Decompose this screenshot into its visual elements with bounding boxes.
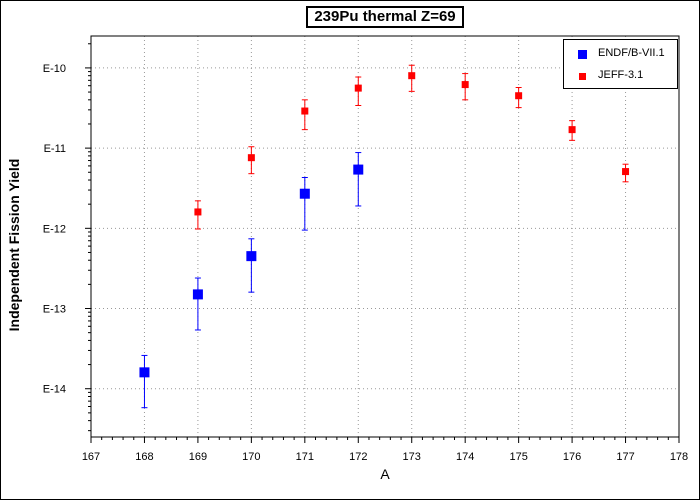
- x-tick-label: 172: [349, 451, 367, 463]
- x-tick-label: 173: [403, 451, 421, 463]
- chart-title: 239Pu thermal Z=69: [306, 6, 464, 28]
- y-tick-label: E-10: [43, 63, 66, 75]
- plot-border: [90, 35, 680, 438]
- data-point-series-1: [301, 107, 309, 115]
- legend-label-series-1: JEFF-3.1: [598, 69, 644, 81]
- data-point-series-0: [246, 251, 257, 262]
- x-tick-label: 176: [563, 451, 581, 463]
- x-tick-label: 177: [616, 451, 634, 463]
- legend-item-series-0: ENDF/B-VII.1: [564, 46, 677, 62]
- legend-swatch-series-1: [579, 73, 586, 80]
- x-tick-label: 168: [135, 451, 153, 463]
- legend-swatch-series-0: [578, 50, 587, 59]
- x-tick-label: 171: [296, 451, 314, 463]
- y-axis-label: Independent Fission Yield: [6, 158, 22, 332]
- data-point-series-1: [354, 84, 362, 92]
- x-tick-label: 175: [509, 451, 527, 463]
- y-tick-label: E-12: [43, 223, 66, 235]
- x-axis-label: A: [380, 466, 390, 482]
- legend-item-series-1: JEFF-3.1: [564, 68, 677, 84]
- y-tick-label: E-13: [43, 304, 66, 316]
- data-point-series-1: [247, 154, 255, 162]
- data-point-series-1: [568, 126, 576, 134]
- data-point-series-1: [622, 168, 630, 176]
- legend: ENDF/B-VII.1 JEFF-3.1: [563, 39, 678, 89]
- data-point-series-0: [299, 188, 310, 199]
- x-tick-label: 174: [456, 451, 474, 463]
- data-point-series-0: [353, 164, 364, 175]
- data-point-series-1: [461, 81, 469, 89]
- x-tick-label: 170: [242, 451, 260, 463]
- data-point-series-0: [192, 289, 203, 300]
- x-tick-label: 169: [189, 451, 207, 463]
- x-tick-label: 178: [670, 451, 688, 463]
- x-tick-label: 167: [82, 451, 100, 463]
- data-point-series-1: [515, 92, 523, 100]
- data-point-series-1: [194, 208, 202, 216]
- y-tick-label: E-11: [44, 143, 66, 155]
- y-tick-label: E-14: [43, 384, 66, 396]
- legend-label-series-0: ENDF/B-VII.1: [598, 47, 665, 59]
- data-point-series-0: [139, 367, 150, 378]
- data-point-series-1: [408, 72, 416, 80]
